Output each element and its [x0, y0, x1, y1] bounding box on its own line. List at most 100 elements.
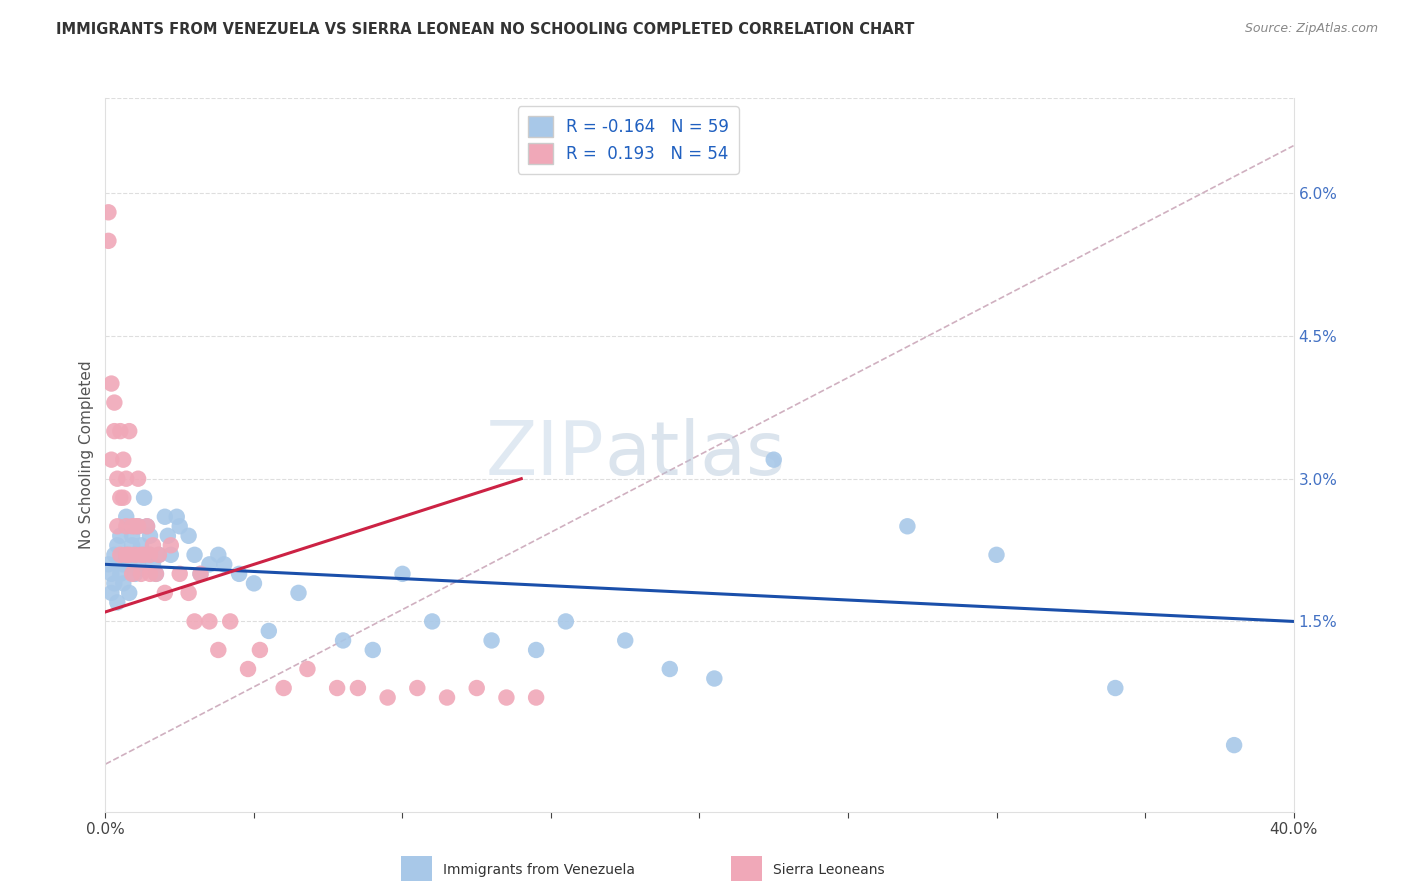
Point — [177, 529, 200, 543]
Point — [100, 586, 122, 600]
Text: Source: ZipAtlas.com: Source: ZipAtlas.com — [1244, 22, 1378, 36]
Point — [183, 615, 205, 629]
Point — [118, 548, 141, 562]
Point — [169, 566, 191, 581]
Point — [524, 690, 547, 705]
Point — [127, 472, 149, 486]
Point — [219, 615, 242, 629]
Point — [136, 519, 159, 533]
Point — [139, 529, 162, 543]
Point — [105, 538, 128, 552]
Point — [703, 672, 725, 686]
Point — [139, 566, 162, 581]
Point — [658, 662, 681, 676]
Text: atlas: atlas — [605, 418, 786, 491]
Point — [169, 519, 191, 533]
Point — [436, 690, 458, 705]
Point — [115, 472, 138, 486]
Point — [103, 424, 125, 438]
Point — [118, 424, 141, 438]
Point — [142, 538, 165, 552]
Point — [121, 529, 143, 543]
Point — [481, 633, 503, 648]
Point — [236, 662, 259, 676]
Point — [391, 566, 413, 581]
Point — [118, 586, 141, 600]
Point — [177, 586, 200, 600]
Point — [121, 519, 143, 533]
Point — [198, 615, 221, 629]
Point — [136, 519, 159, 533]
Point — [183, 548, 205, 562]
Point — [121, 566, 143, 581]
Point — [896, 519, 918, 533]
Point — [105, 519, 128, 533]
Point — [145, 566, 167, 581]
Point — [124, 548, 146, 562]
Point — [190, 566, 212, 581]
Point — [145, 566, 167, 581]
Point — [406, 681, 429, 695]
Y-axis label: No Schooling Completed: No Schooling Completed — [79, 360, 94, 549]
Point — [103, 548, 125, 562]
Point — [326, 681, 349, 695]
Point — [124, 566, 146, 581]
Point — [100, 376, 122, 391]
Point — [97, 205, 120, 219]
Point — [127, 519, 149, 533]
Point — [105, 595, 128, 609]
Point — [347, 681, 370, 695]
Point — [524, 643, 547, 657]
Point — [132, 548, 155, 562]
Point — [103, 395, 125, 409]
Text: Sierra Leoneans: Sierra Leoneans — [773, 863, 884, 877]
Point — [153, 509, 176, 524]
Point — [228, 566, 250, 581]
Point — [118, 558, 141, 572]
Point — [361, 643, 384, 657]
Point — [129, 548, 152, 562]
Point — [762, 452, 785, 467]
Point — [112, 576, 135, 591]
Point — [377, 690, 399, 705]
Text: Immigrants from Venezuela: Immigrants from Venezuela — [443, 863, 636, 877]
Point — [115, 548, 138, 562]
Point — [139, 548, 162, 562]
Point — [127, 519, 149, 533]
Point — [273, 681, 295, 695]
Legend: R = -0.164   N = 59, R =  0.193   N = 54: R = -0.164 N = 59, R = 0.193 N = 54 — [517, 106, 738, 174]
Point — [112, 558, 135, 572]
Point — [115, 509, 138, 524]
Point — [986, 548, 1008, 562]
Point — [110, 566, 132, 581]
Point — [100, 452, 122, 467]
Point — [554, 615, 576, 629]
Point — [207, 548, 229, 562]
Point — [166, 509, 188, 524]
Point — [159, 538, 181, 552]
Point — [129, 538, 152, 552]
Point — [1223, 738, 1246, 752]
Point — [159, 548, 181, 562]
Point — [198, 558, 221, 572]
Point — [124, 519, 146, 533]
Point — [121, 538, 143, 552]
Point — [103, 576, 125, 591]
Point — [139, 548, 162, 562]
Point — [148, 548, 170, 562]
Point — [110, 424, 132, 438]
Point — [112, 452, 135, 467]
Text: IMMIGRANTS FROM VENEZUELA VS SIERRA LEONEAN NO SCHOOLING COMPLETED CORRELATION C: IMMIGRANTS FROM VENEZUELA VS SIERRA LEON… — [56, 22, 915, 37]
Point — [112, 491, 135, 505]
Point — [127, 558, 149, 572]
Point — [243, 576, 266, 591]
Point — [190, 566, 212, 581]
Point — [115, 548, 138, 562]
Point — [257, 624, 280, 638]
Point — [105, 472, 128, 486]
Point — [110, 548, 132, 562]
Point — [465, 681, 488, 695]
Point — [148, 548, 170, 562]
Point — [100, 566, 122, 581]
Point — [124, 548, 146, 562]
